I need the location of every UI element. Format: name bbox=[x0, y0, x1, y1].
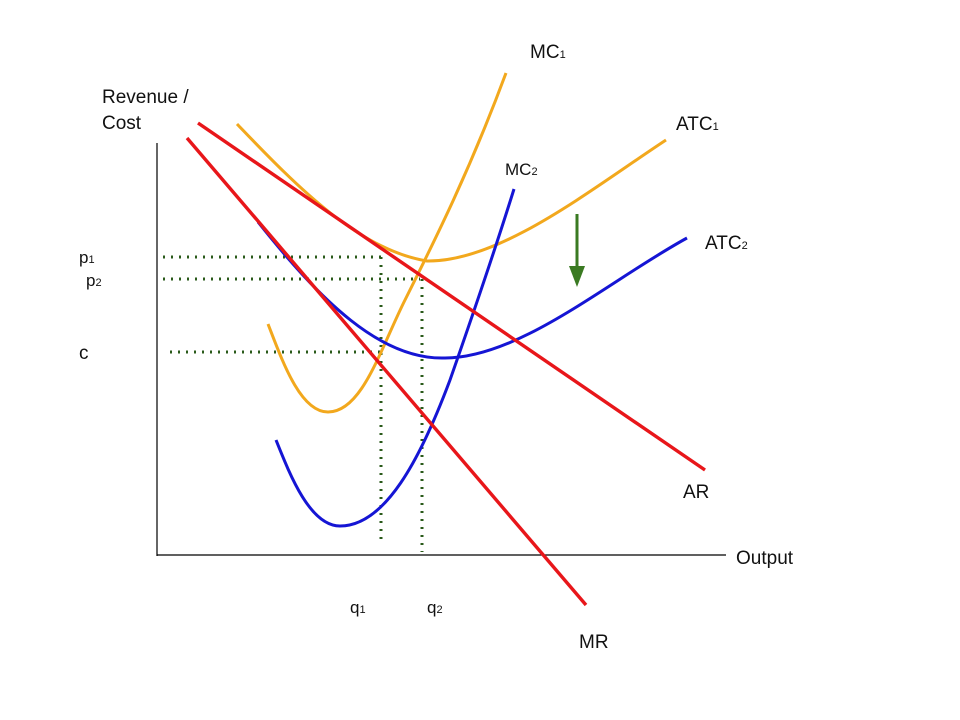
ar-curve bbox=[197, 121, 706, 472]
mr-label: MR bbox=[579, 632, 609, 653]
y-axis-label-line1: Revenue / bbox=[102, 87, 189, 108]
p2-label: p2 bbox=[86, 271, 102, 290]
y-axis-label-line2: Cost bbox=[102, 113, 142, 134]
ar-label: AR bbox=[683, 482, 709, 503]
mc1-label: MC1 bbox=[530, 42, 566, 63]
atc2-curve bbox=[256, 221, 688, 360]
q1-label: q1 bbox=[350, 598, 366, 617]
shift-arrow-icon bbox=[569, 214, 585, 287]
p1-label: p1 bbox=[79, 248, 95, 267]
mc2-curve bbox=[274, 188, 516, 528]
c-label: c bbox=[79, 343, 89, 364]
atc1-curve bbox=[235, 122, 667, 263]
mc1-curve bbox=[266, 72, 508, 414]
q2-label: q2 bbox=[427, 598, 443, 617]
mc2-label: MC2 bbox=[505, 160, 538, 179]
guide-lines bbox=[163, 255, 424, 552]
atc1-label: ATC1 bbox=[676, 114, 719, 135]
x-axis-label: Output bbox=[736, 548, 794, 569]
mr-curve bbox=[185, 136, 588, 607]
atc2-label: ATC2 bbox=[705, 233, 748, 254]
